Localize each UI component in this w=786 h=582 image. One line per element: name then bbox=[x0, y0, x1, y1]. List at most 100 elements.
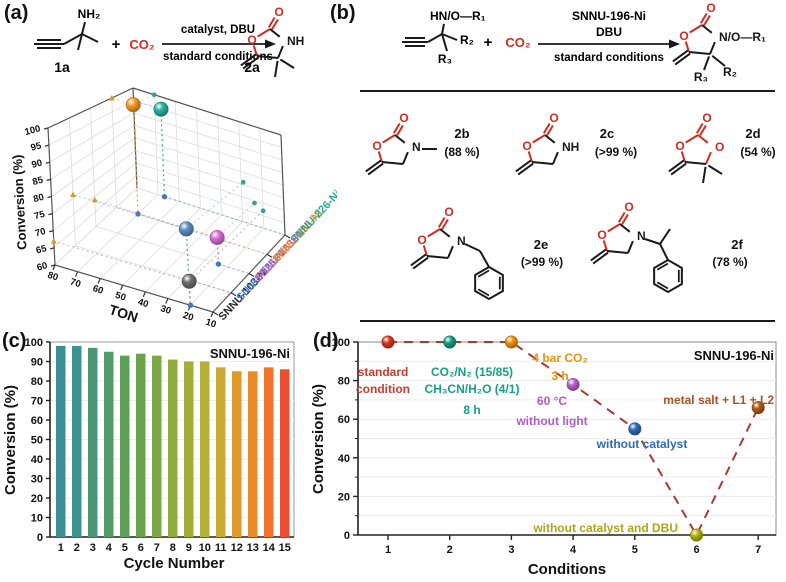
x-tick-label: 12 bbox=[231, 542, 243, 554]
floor-projection bbox=[161, 194, 168, 200]
left-wall-projection bbox=[108, 95, 115, 101]
annotation-condition-4: 60 °C bbox=[537, 394, 567, 408]
molecule-2a: O O NH bbox=[240, 5, 304, 78]
bar-cycle-14 bbox=[264, 367, 274, 537]
compound-2c: O O NH 2c (>99 %) bbox=[515, 111, 637, 176]
x-tick-label: 15 bbox=[279, 542, 291, 554]
plot-area bbox=[357, 341, 777, 538]
floor-projection bbox=[215, 261, 222, 267]
scatter-chart-conditions: 0 20 40 60 80 100 Conversion (%) 1 2 3 4 5 6 7 Conditi… bbox=[310, 335, 777, 578]
x-tick-label: 14 bbox=[263, 542, 276, 554]
z-tick-label: 75 bbox=[33, 209, 47, 223]
z-tick-label: 60 bbox=[36, 260, 49, 273]
z-axis-title: Conversion (%) bbox=[10, 154, 30, 250]
ring-oxygen-label: O bbox=[417, 233, 426, 247]
arrow-bottom-text: standard conditions bbox=[163, 51, 273, 63]
panel-c-label: (c) bbox=[2, 330, 27, 352]
point-condition-2 bbox=[443, 335, 457, 349]
x-tick-label: 2 bbox=[74, 542, 80, 554]
x-tick-label: 10 bbox=[204, 317, 217, 331]
arrowhead-icon bbox=[265, 39, 276, 49]
arrow-top-text-2: DBU bbox=[596, 25, 622, 39]
annotation-condition-4: without light bbox=[515, 414, 587, 428]
x-tick-label: 2 bbox=[447, 544, 453, 556]
sphere-SNNU-196-Ni bbox=[125, 97, 141, 113]
x-tick-label: 7 bbox=[755, 544, 761, 556]
reaction-scheme-a: NH₂ 1a + CO₂ catalyst, DBU standard cond… bbox=[34, 5, 304, 78]
reactant-id-1a: 1a bbox=[54, 59, 70, 75]
x-axis-title: Conditions bbox=[528, 561, 606, 578]
ring-n-label: N bbox=[637, 229, 646, 243]
bar-cycle-1 bbox=[56, 345, 66, 537]
data-points bbox=[381, 335, 765, 542]
z-tick-label: 90 bbox=[30, 158, 43, 171]
ring-oxygen-label: O bbox=[675, 139, 684, 153]
sphere-SNNU-226-Ni bbox=[153, 101, 169, 117]
x-tick-label: 5 bbox=[122, 542, 128, 554]
point-condition-6 bbox=[689, 528, 703, 542]
category-label-SNNU-226-Ni: SNNU-226-Ni bbox=[288, 188, 337, 246]
plus-sign: + bbox=[484, 34, 493, 51]
ring-n-label: O bbox=[715, 140, 724, 154]
x-tick-label: 13 bbox=[247, 542, 259, 554]
y-axis-title: Conversion (%) bbox=[310, 384, 327, 494]
x-tick-label: 60 bbox=[91, 283, 104, 297]
sphere-SNNU-183-Ni bbox=[209, 229, 225, 245]
y-axis: 0 20 40 60 80 100 Conversion (%) bbox=[310, 337, 358, 542]
y-tick-label: 60 bbox=[338, 414, 350, 426]
annotations: standard condition CO₂/N₂ (15/85) CH₃CN/H₂O… bbox=[356, 351, 774, 535]
x-tick-label: 40 bbox=[136, 297, 149, 311]
y-tick-label: 20 bbox=[338, 491, 350, 503]
x-tick-label: 30 bbox=[159, 303, 172, 317]
back-wall-projection bbox=[260, 208, 266, 214]
bar-cycle-10 bbox=[200, 361, 210, 537]
z-tick-label: 95 bbox=[30, 140, 44, 154]
y-tick-label: 10 bbox=[31, 513, 43, 525]
plus-sign: + bbox=[112, 36, 121, 53]
compound-id: 2f bbox=[731, 237, 743, 252]
bar-cycle-11 bbox=[216, 367, 226, 537]
bars: 1 2 3 4 5 6 7 8 9 10 11 12 13 14 15 bbox=[56, 345, 291, 554]
annotation-condition-7: metal salt + L1 + L2 bbox=[663, 393, 774, 407]
point-condition-7 bbox=[751, 401, 765, 415]
molecule-2e: O O N bbox=[410, 205, 504, 301]
x-tick-label: 7 bbox=[154, 542, 160, 554]
compound-2f: O O N 2f (78 %) bbox=[590, 200, 748, 294]
x-tick-label: 9 bbox=[186, 542, 192, 554]
y-tick-label: 80 bbox=[31, 376, 43, 388]
y-tick-label: 50 bbox=[31, 435, 43, 447]
y-tick-label: 100 bbox=[25, 337, 43, 349]
left-wall-projection bbox=[70, 191, 76, 198]
compound-yield: (88 %) bbox=[444, 145, 479, 159]
data-points bbox=[50, 92, 286, 313]
bar-cycle-15 bbox=[280, 369, 290, 537]
carbonyl-oxygen-label: O bbox=[549, 111, 558, 125]
reaction-arrow bbox=[162, 39, 276, 49]
annotation-condition-1: condition bbox=[356, 382, 410, 396]
y-tick-label: 0 bbox=[344, 530, 350, 542]
y-tick-label: 0 bbox=[37, 532, 43, 544]
panel-b-label: (b) bbox=[330, 2, 356, 24]
molecule-b-product: O O N/O—R₁ R₃ R₂ bbox=[672, 2, 766, 84]
bar-cycle-4 bbox=[104, 351, 114, 537]
y-tick-label: 80 bbox=[338, 376, 350, 388]
x-tick-label: 70 bbox=[69, 276, 82, 290]
bar-cycle-5 bbox=[120, 355, 130, 537]
x-axis-title: Cycle Number bbox=[124, 555, 225, 572]
carbonyl-oxygen-label: O bbox=[706, 2, 715, 15]
reaction-arrow bbox=[538, 39, 680, 49]
z-tick-label: 65 bbox=[35, 243, 49, 257]
alkyne-1a-skeleton bbox=[34, 21, 99, 51]
ring-n-label: N bbox=[457, 234, 466, 248]
x-tick-label: 11 bbox=[215, 542, 227, 554]
y-tick-label: 100 bbox=[332, 337, 350, 349]
bar-cycle-3 bbox=[88, 347, 98, 537]
left-wall-projection bbox=[91, 196, 98, 203]
y-tick-label: 60 bbox=[31, 415, 43, 427]
panel-a-label: (a) bbox=[4, 2, 29, 24]
y-axis: 0 10 20 30 40 50 60 70 80 90 100 Conversion (%) bbox=[2, 337, 50, 544]
point-condition-3 bbox=[504, 335, 518, 349]
annotation-condition-5: without catalyst bbox=[596, 437, 688, 451]
co2-label: CO₂ bbox=[129, 37, 155, 52]
